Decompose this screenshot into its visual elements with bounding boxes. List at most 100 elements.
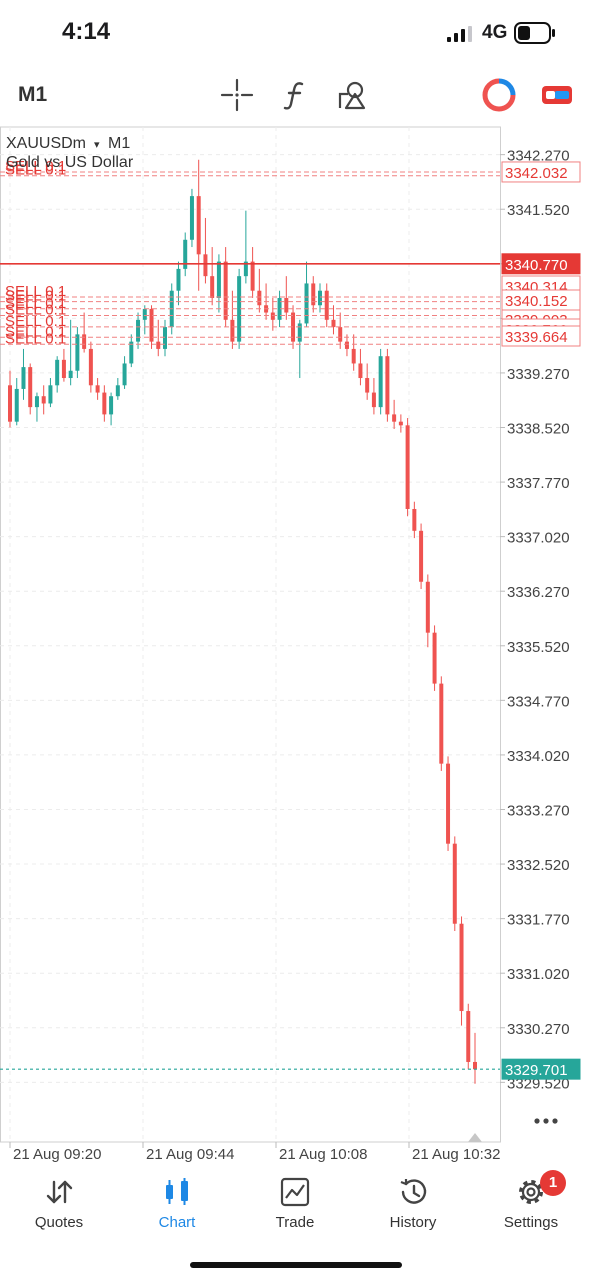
tab-settings-label: Settings: [503, 1214, 559, 1231]
one-click-trading-icon[interactable]: [482, 78, 516, 112]
objects-icon[interactable]: [336, 78, 370, 112]
network-type: 4G: [482, 22, 508, 43]
candle-body: [385, 356, 390, 415]
candle-body: [21, 367, 26, 389]
symbol-description: Gold vs US Dollar: [6, 154, 134, 171]
candle-body: [8, 385, 12, 422]
tab-chart-label: Chart: [158, 1214, 196, 1231]
price-labels: 3342.0323340.3143339.9033339.7603340.152…: [501, 161, 581, 1080]
trade-icon: [280, 1177, 310, 1207]
order-price-label-text: 3340.152: [505, 293, 568, 310]
candle-body: [459, 923, 464, 1012]
candles: [8, 159, 477, 1084]
tab-chart[interactable]: Chart: [122, 1176, 232, 1246]
tab-settings[interactable]: Settings: [476, 1176, 586, 1246]
battery-icon: [514, 22, 555, 44]
candle-body: [223, 261, 228, 320]
candle-body: [419, 530, 424, 582]
tab-history[interactable]: History: [358, 1176, 468, 1246]
mirror-icon[interactable]: [540, 78, 574, 112]
order-price-label-bg: [501, 325, 581, 347]
candle-body: [446, 763, 451, 844]
y-tick-label: 3330.270: [507, 1021, 570, 1038]
sell-order-label: SELL 0.1: [5, 313, 66, 330]
candle-body: [250, 261, 255, 291]
candle-body: [88, 348, 93, 386]
signal-strength-icon: [447, 26, 472, 42]
plot-area: [0, 126, 501, 1143]
y-tick-label: 3338.520: [507, 420, 570, 437]
ask-price-label-bg: [501, 253, 581, 275]
symbol-timeframe: M1: [108, 135, 130, 152]
order-price-label: 3339.664: [501, 325, 581, 347]
candle-body: [149, 308, 154, 342]
chart-icon: [166, 1178, 188, 1205]
candle-body: [378, 356, 383, 408]
chart-toolbar: M1: [0, 66, 591, 126]
candle-body: [156, 341, 161, 349]
y-tick-label: 3335.520: [507, 639, 570, 656]
candle-body: [277, 297, 282, 320]
more-icon[interactable]: [534, 1118, 558, 1124]
bid-price-label-bg: [501, 1058, 581, 1080]
candle-body: [311, 283, 316, 306]
order-price-label: 3340.152: [501, 289, 581, 311]
function-icon[interactable]: [278, 78, 312, 112]
candle-body: [405, 425, 410, 509]
price-chart[interactable]: SELL 0.1 SELL 0.1 SELL 0.1 SELL 0.1 SELL 0.1…: [0, 126, 591, 1170]
settings-icon: [519, 1180, 543, 1204]
bid-price-label: 3329.701: [501, 1058, 581, 1080]
candle-body: [203, 254, 208, 277]
candle-body: [75, 334, 80, 371]
candle-body: [473, 1061, 477, 1070]
candle-body: [358, 363, 363, 379]
chart-shift-marker[interactable]: [468, 1133, 482, 1142]
y-tick-label: 3336.270: [507, 584, 570, 601]
candle-body: [432, 632, 437, 684]
order-price-label-text: 3342.032: [505, 165, 568, 182]
tab-quotes[interactable]: Quotes: [4, 1176, 114, 1246]
sell-order-label: SELL 0.1: [5, 158, 66, 175]
candle-body: [210, 276, 215, 298]
x-tick-label: 21 Aug 10:08: [279, 1146, 367, 1163]
order-price-label-bg: [501, 161, 581, 183]
grid-lines: [0, 127, 500, 1142]
candle-body: [95, 385, 100, 393]
settings-notification-badge: 1: [540, 1170, 566, 1196]
candle-body: [324, 290, 329, 320]
candle-body: [61, 359, 66, 379]
candle-body: [68, 370, 73, 379]
ask-price-label-text: 3340.770: [505, 257, 568, 274]
status-bar: 4:14 4G: [0, 0, 591, 66]
bottom-tab-bar: Quotes Chart Trade History: [0, 1170, 591, 1280]
candle-body: [115, 385, 120, 397]
candle-body: [243, 261, 248, 277]
sell-order-label: SELL 0.1: [5, 162, 66, 179]
candle-body: [14, 388, 19, 422]
y-tick-label: 3331.020: [507, 966, 570, 983]
candle-body: [216, 261, 221, 298]
symbol-name[interactable]: XAUUSDm: [6, 135, 86, 152]
y-tick-label: 3337.020: [507, 530, 570, 547]
crosshair-icon[interactable]: [220, 78, 254, 112]
candle-body: [189, 196, 194, 240]
bid-price-label-text: 3329.701: [505, 1062, 568, 1079]
candle-body: [102, 392, 107, 415]
symbol-dropdown-icon[interactable]: ▾: [94, 139, 100, 151]
candle-body: [331, 319, 336, 328]
y-tick-label: 3341.520: [507, 202, 570, 219]
history-icon: [400, 1179, 427, 1204]
timeframe-button[interactable]: M1: [18, 83, 48, 106]
candle-body: [129, 341, 134, 364]
sell-order-label: SELL 0.1: [5, 295, 66, 312]
candle-body: [425, 581, 430, 633]
time-axis: 21 Aug 09:20 21 Aug 09:44 21 Aug 10:08 21 A…: [9, 1142, 500, 1163]
candle-body: [183, 239, 188, 269]
tab-trade[interactable]: Trade: [240, 1176, 350, 1246]
tab-trade-label: Trade: [275, 1214, 315, 1231]
order-price-label-bg: [501, 289, 581, 311]
candle-body: [176, 268, 181, 291]
ask-price-label: 3340.770: [501, 253, 581, 275]
